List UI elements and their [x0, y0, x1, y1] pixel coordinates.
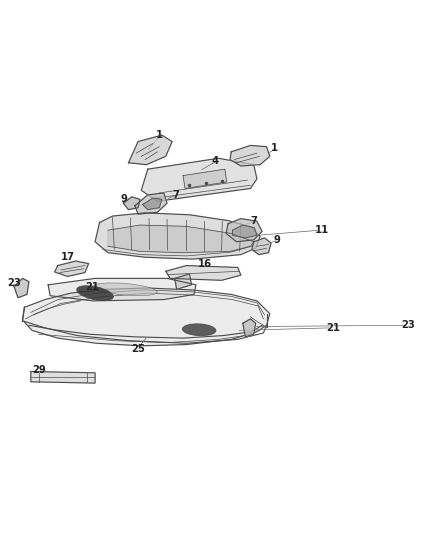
Text: 17: 17: [61, 252, 75, 262]
Text: 1: 1: [155, 130, 162, 140]
Polygon shape: [166, 265, 241, 280]
Polygon shape: [226, 219, 262, 242]
Polygon shape: [135, 193, 167, 214]
Text: 21: 21: [85, 282, 99, 292]
Polygon shape: [31, 372, 95, 383]
Polygon shape: [252, 238, 271, 255]
Text: 25: 25: [132, 344, 145, 354]
Text: 21: 21: [326, 323, 340, 333]
Polygon shape: [143, 198, 162, 209]
Text: 23: 23: [8, 278, 21, 288]
Polygon shape: [14, 278, 29, 297]
Ellipse shape: [93, 283, 157, 296]
Polygon shape: [128, 135, 172, 165]
Polygon shape: [48, 278, 196, 301]
Text: 11: 11: [315, 225, 329, 235]
Polygon shape: [124, 197, 140, 209]
Polygon shape: [95, 213, 260, 259]
Polygon shape: [230, 146, 270, 166]
Polygon shape: [175, 274, 191, 289]
Polygon shape: [108, 225, 254, 253]
Polygon shape: [141, 158, 257, 201]
Text: 9: 9: [273, 235, 280, 245]
Polygon shape: [22, 288, 270, 346]
Text: 29: 29: [32, 365, 46, 375]
Text: 7: 7: [251, 216, 258, 226]
Text: 23: 23: [402, 320, 415, 330]
Ellipse shape: [77, 286, 113, 301]
Text: 16: 16: [198, 259, 212, 269]
Polygon shape: [55, 261, 88, 277]
Polygon shape: [243, 319, 256, 337]
Polygon shape: [233, 225, 257, 238]
Text: 1: 1: [271, 143, 278, 153]
Text: 7: 7: [172, 190, 179, 200]
Ellipse shape: [183, 324, 216, 336]
Text: 4: 4: [212, 156, 219, 166]
Text: 9: 9: [121, 195, 127, 204]
Polygon shape: [183, 169, 227, 189]
